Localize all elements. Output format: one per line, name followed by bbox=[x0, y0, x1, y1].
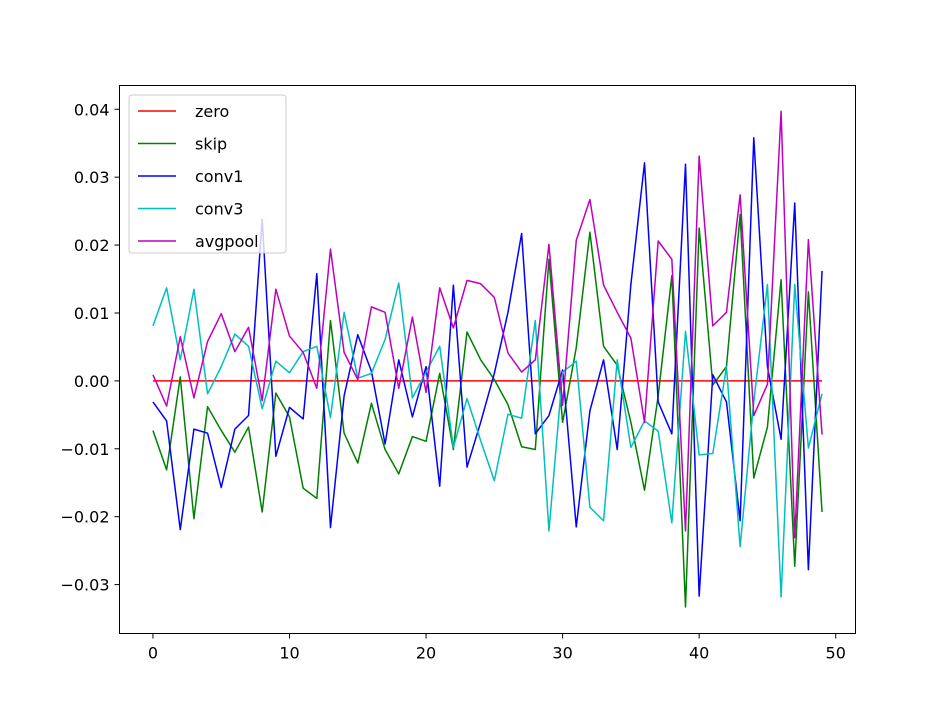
y-tick-label: 0.02 bbox=[74, 236, 110, 255]
y-tick-label: 0.03 bbox=[74, 168, 110, 187]
y-tick-label: 0.00 bbox=[74, 372, 110, 391]
x-tick-label: 30 bbox=[552, 644, 572, 663]
legend-label-zero: zero bbox=[195, 102, 229, 121]
x-tick-label: 10 bbox=[279, 644, 299, 663]
y-tick-label: 0.04 bbox=[74, 100, 110, 119]
legend-label-conv1: conv1 bbox=[195, 167, 243, 186]
y-tick-label: 0.01 bbox=[74, 304, 110, 323]
series-line-avgpool bbox=[152, 110, 823, 539]
x-tick-label: 20 bbox=[416, 644, 436, 663]
x-tick-label: 40 bbox=[689, 644, 709, 663]
series-layer bbox=[152, 110, 823, 608]
axes-layer: 0 10 20 30 40 50 −0.03 −0.02 −0.01 0.00 0.01 0.02 0.… bbox=[60, 100, 845, 662]
series-line-skip bbox=[152, 213, 823, 608]
legend-label-avgpool: avgpool bbox=[195, 232, 259, 251]
legend-label-conv3: conv3 bbox=[195, 200, 243, 219]
legend-box bbox=[128, 94, 287, 254]
legend: zero skip conv1 conv3 avgpool bbox=[128, 94, 287, 254]
plot-frame bbox=[119, 85, 856, 634]
y-tick-label: −0.02 bbox=[60, 508, 109, 527]
y-tick-label: −0.03 bbox=[60, 576, 109, 595]
x-tick-label: 0 bbox=[148, 644, 158, 663]
y-tick-label: −0.01 bbox=[60, 440, 109, 459]
legend-label-skip: skip bbox=[195, 135, 227, 154]
series-line-conv1 bbox=[152, 137, 823, 597]
series-line-conv3 bbox=[152, 282, 823, 598]
x-tick-label: 50 bbox=[826, 644, 846, 663]
